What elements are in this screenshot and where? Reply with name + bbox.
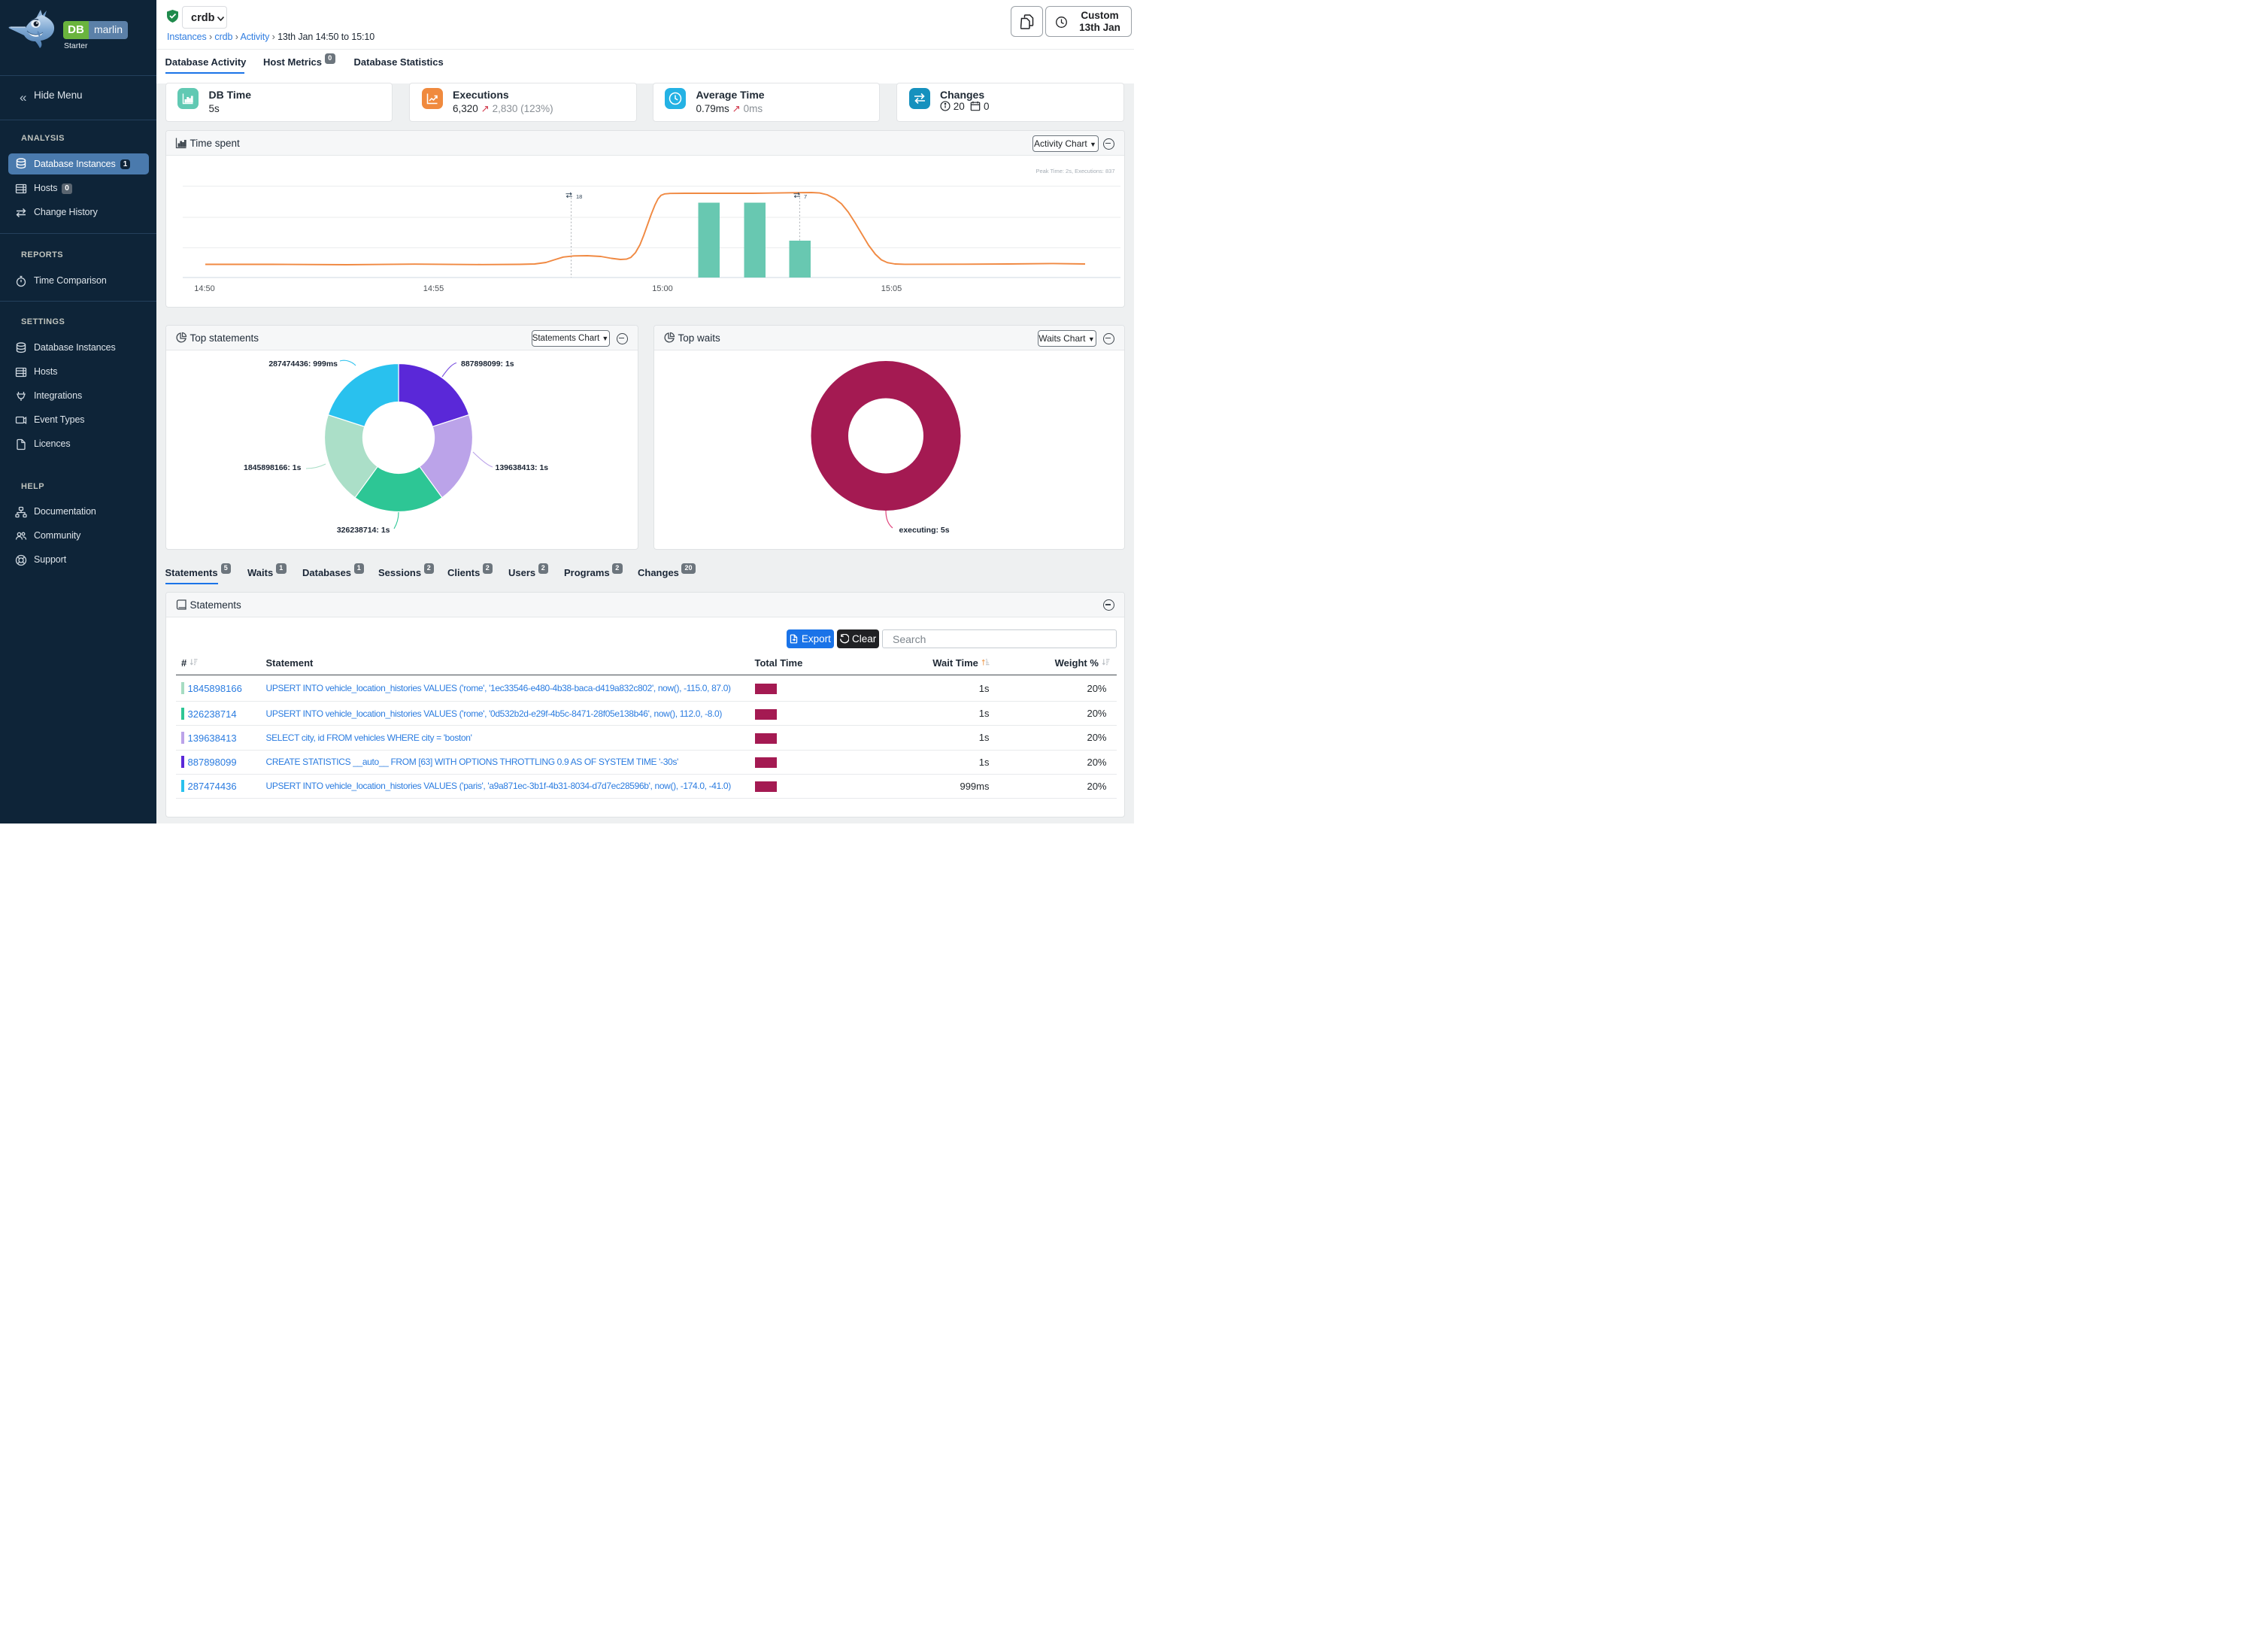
svg-text:326238714: 1s: 326238714: 1s: [336, 526, 390, 535]
svg-text:executing: 5s: executing: 5s: [899, 526, 949, 535]
svg-text:139638413: 1s: 139638413: 1s: [495, 463, 548, 472]
svg-text:287474436: 999ms: 287474436: 999ms: [268, 359, 338, 369]
svg-text:887898099: 1s: 887898099: 1s: [461, 359, 514, 369]
svg-text:1845898166: 1s: 1845898166: 1s: [244, 463, 302, 472]
svg-text:15:00: 15:00: [652, 284, 673, 293]
svg-text:7: 7: [804, 193, 807, 200]
svg-text:14:50: 14:50: [194, 284, 215, 293]
svg-text:18: 18: [576, 193, 582, 200]
svg-text:15:05: 15:05: [881, 284, 902, 293]
svg-text:14:55: 14:55: [423, 284, 444, 293]
